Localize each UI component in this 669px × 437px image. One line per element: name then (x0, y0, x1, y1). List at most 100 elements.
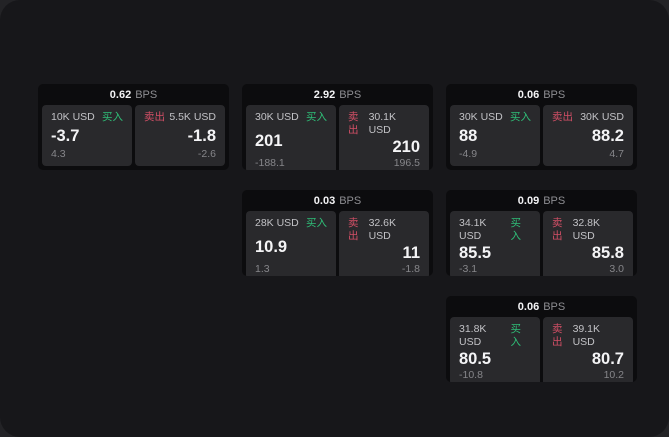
buy-delta: 4.3 (51, 148, 66, 160)
buy-delta: 1.3 (255, 263, 270, 275)
quote-card: 0.06 BPS 30K USD 买入 88 -4.9 卖出 30K USD 8… (446, 84, 637, 170)
sell-delta: -1.8 (401, 263, 420, 275)
quotes-grid: 0.62 BPS 10K USD 买入 -3.7 4.3 卖出 5.5K USD… (38, 84, 637, 382)
buy-quote-panel[interactable]: 31.8K USD 买入 80.5 -10.8 (450, 317, 540, 382)
sell-amount: 32.8K USD (572, 217, 601, 242)
bps-value: 0.09 (517, 194, 540, 207)
sell-amount: 30K USD (580, 111, 624, 123)
sell-quote-panel[interactable]: 卖出 39.1K USD 80.7 10.2 (543, 317, 633, 382)
buy-amount: 30K USD (459, 111, 503, 123)
bps-unit-label: BPS (543, 88, 566, 101)
card-header: 2.92 BPS (242, 84, 433, 105)
buy-quote-panel[interactable]: 30K USD 买入 88 -4.9 (450, 105, 540, 166)
card-header: 0.03 BPS (242, 190, 433, 211)
buy-side-label: 买入 (510, 323, 521, 348)
card-header: 0.09 BPS (446, 190, 637, 211)
buy-panel-top: 30K USD 买入 (459, 111, 531, 124)
sell-price: 210 (392, 138, 420, 156)
buy-side-label: 买入 (306, 111, 327, 123)
sell-price: 11 (402, 244, 420, 262)
bps-value: 0.03 (313, 194, 336, 207)
sell-side-label: 卖出 (348, 111, 359, 136)
sell-side-label: 卖出 (144, 111, 165, 123)
sell-panel-top: 卖出 5.5K USD (144, 111, 216, 124)
sell-side-label: 卖出 (552, 323, 563, 348)
sell-panel-top: 卖出 30K USD (552, 111, 624, 124)
sell-delta: -2.6 (197, 148, 216, 160)
card-header: 0.06 BPS (446, 296, 637, 317)
sell-quote-panel[interactable]: 卖出 32.6K USD 11 -1.8 (339, 211, 429, 276)
card-body: 30K USD 买入 201 -188.1 卖出 30.1K USD 210 1… (242, 105, 433, 170)
buy-side-label: 买入 (306, 217, 327, 229)
card-header: 0.06 BPS (446, 84, 637, 105)
sell-delta: 196.5 (393, 157, 420, 169)
quote-card: 0.62 BPS 10K USD 买入 -3.7 4.3 卖出 5.5K USD… (38, 84, 229, 170)
buy-delta: -3.1 (459, 263, 478, 275)
sell-quote-panel[interactable]: 卖出 32.8K USD 85.8 3.0 (543, 211, 633, 276)
buy-side-label: 买入 (510, 217, 521, 242)
card-header: 0.62 BPS (38, 84, 229, 105)
quote-card: 0.06 BPS 31.8K USD 买入 80.5 -10.8 卖出 39.1… (446, 296, 637, 382)
buy-amount: 31.8K USD (459, 323, 487, 348)
buy-price: -3.7 (51, 127, 80, 145)
buy-panel-top: 10K USD 买入 (51, 111, 123, 124)
buy-panel-top: 30K USD 买入 (255, 111, 327, 124)
sell-side-label: 卖出 (348, 217, 359, 242)
buy-panel-top: 28K USD 买入 (255, 217, 327, 230)
bps-unit-label: BPS (135, 88, 158, 101)
bps-value: 0.62 (109, 88, 132, 101)
buy-side-label: 买入 (102, 111, 123, 123)
sell-panel-top: 卖出 32.8K USD (552, 217, 624, 243)
bps-value: 0.06 (517, 88, 540, 101)
sell-price: 85.8 (591, 244, 624, 262)
buy-panel-top: 31.8K USD 买入 (459, 323, 531, 349)
sell-delta: 10.2 (603, 369, 624, 381)
sell-amount: 32.6K USD (368, 217, 397, 242)
buy-price: 80.5 (459, 350, 492, 368)
sell-quote-panel[interactable]: 卖出 30.1K USD 210 196.5 (339, 105, 429, 170)
buy-side-label: 买入 (510, 111, 531, 123)
buy-quote-panel[interactable]: 10K USD 买入 -3.7 4.3 (42, 105, 132, 166)
bps-value: 2.92 (313, 88, 336, 101)
sell-panel-top: 卖出 30.1K USD (348, 111, 420, 137)
quote-card: 2.92 BPS 30K USD 买入 201 -188.1 卖出 30.1K … (242, 84, 433, 170)
sell-price: 80.7 (591, 350, 624, 368)
sell-panel-top: 卖出 39.1K USD (552, 323, 624, 349)
sell-side-label: 卖出 (552, 111, 573, 123)
buy-price: 201 (255, 131, 283, 150)
sell-quote-panel[interactable]: 卖出 5.5K USD -1.8 -2.6 (135, 105, 225, 166)
buy-amount: 28K USD (255, 217, 299, 229)
buy-amount: 30K USD (255, 111, 299, 123)
buy-quote-panel[interactable]: 28K USD 买入 10.9 1.3 (246, 211, 336, 276)
quote-card: 0.09 BPS 34.1K USD 买入 85.5 -3.1 卖出 32.8K… (446, 190, 637, 276)
buy-delta: -4.9 (459, 148, 478, 160)
buy-quote-panel[interactable]: 34.1K USD 买入 85.5 -3.1 (450, 211, 540, 276)
sell-amount: 5.5K USD (169, 111, 216, 123)
buy-amount: 10K USD (51, 111, 95, 123)
card-body: 34.1K USD 买入 85.5 -3.1 卖出 32.8K USD 85.8… (446, 211, 637, 276)
card-body: 28K USD 买入 10.9 1.3 卖出 32.6K USD 11 -1.8 (242, 211, 433, 276)
card-body: 10K USD 买入 -3.7 4.3 卖出 5.5K USD -1.8 -2.… (38, 105, 229, 170)
buy-delta: -188.1 (255, 157, 285, 169)
bps-unit-label: BPS (339, 88, 362, 101)
buy-quote-panel[interactable]: 30K USD 买入 201 -188.1 (246, 105, 336, 170)
card-body: 31.8K USD 买入 80.5 -10.8 卖出 39.1K USD 80.… (446, 317, 637, 382)
sell-panel-top: 卖出 32.6K USD (348, 217, 420, 243)
sell-side-label: 卖出 (552, 217, 563, 242)
sell-quote-panel[interactable]: 卖出 30K USD 88.2 4.7 (543, 105, 633, 166)
bps-unit-label: BPS (339, 194, 362, 207)
buy-price: 85.5 (459, 244, 492, 262)
bps-value: 0.06 (517, 300, 540, 313)
sell-price: 88.2 (591, 127, 624, 145)
quote-card: 0.03 BPS 28K USD 买入 10.9 1.3 卖出 32.6K US… (242, 190, 433, 276)
sell-amount: 30.1K USD (368, 111, 397, 136)
buy-panel-top: 34.1K USD 买入 (459, 217, 531, 243)
buy-delta: -10.8 (459, 369, 483, 381)
bps-unit-label: BPS (543, 300, 566, 313)
bps-unit-label: BPS (543, 194, 566, 207)
buy-amount: 34.1K USD (459, 217, 487, 242)
buy-price: 10.9 (255, 237, 288, 256)
sell-amount: 39.1K USD (572, 323, 601, 348)
